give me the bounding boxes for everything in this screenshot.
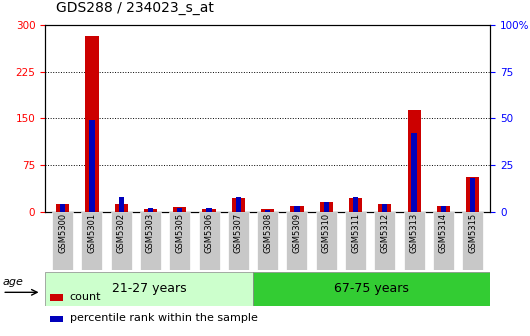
Bar bbox=[119, 197, 124, 212]
Bar bbox=[173, 207, 187, 212]
Bar bbox=[82, 212, 102, 270]
Bar bbox=[411, 133, 417, 212]
Bar bbox=[320, 202, 333, 212]
Text: GSM5310: GSM5310 bbox=[322, 213, 331, 253]
Bar bbox=[144, 209, 157, 212]
Bar bbox=[56, 204, 69, 212]
Text: GSM5312: GSM5312 bbox=[381, 213, 390, 253]
Bar bbox=[265, 210, 270, 212]
Bar bbox=[408, 110, 421, 212]
Bar bbox=[148, 208, 153, 212]
Bar bbox=[441, 206, 446, 212]
Bar bbox=[378, 204, 391, 212]
Bar bbox=[236, 197, 241, 212]
Bar bbox=[290, 206, 304, 212]
Text: GSM5308: GSM5308 bbox=[263, 213, 272, 253]
Bar bbox=[382, 204, 387, 212]
Text: GSM5307: GSM5307 bbox=[234, 213, 243, 253]
Bar bbox=[286, 212, 307, 270]
Text: age: age bbox=[2, 277, 23, 287]
Bar bbox=[466, 177, 479, 212]
Bar bbox=[374, 212, 395, 270]
Bar bbox=[140, 212, 161, 270]
Text: 67-75 years: 67-75 years bbox=[334, 283, 409, 295]
Bar bbox=[353, 197, 358, 212]
Bar bbox=[253, 272, 490, 306]
Bar bbox=[324, 202, 329, 212]
Text: GDS288 / 234023_s_at: GDS288 / 234023_s_at bbox=[56, 1, 214, 15]
Bar bbox=[345, 212, 366, 270]
Bar bbox=[89, 120, 94, 212]
Bar bbox=[257, 212, 278, 270]
Bar bbox=[114, 204, 128, 212]
Bar bbox=[169, 212, 190, 270]
Bar bbox=[60, 204, 65, 212]
Text: GSM5305: GSM5305 bbox=[175, 213, 184, 253]
Bar bbox=[433, 212, 454, 270]
Bar bbox=[207, 208, 211, 212]
Bar bbox=[111, 212, 132, 270]
Text: GSM5314: GSM5314 bbox=[439, 213, 448, 253]
Bar bbox=[462, 212, 483, 270]
Text: GSM5301: GSM5301 bbox=[87, 213, 96, 253]
Text: GSM5306: GSM5306 bbox=[205, 213, 214, 253]
Bar bbox=[199, 212, 219, 270]
Text: GSM5315: GSM5315 bbox=[468, 213, 477, 253]
Text: GSM5311: GSM5311 bbox=[351, 213, 360, 253]
Bar bbox=[349, 198, 362, 212]
Bar bbox=[261, 209, 274, 212]
Bar bbox=[49, 316, 63, 322]
Bar bbox=[202, 209, 216, 212]
Bar bbox=[52, 212, 73, 270]
Bar bbox=[228, 212, 249, 270]
Bar bbox=[403, 212, 425, 270]
Text: percentile rank within the sample: percentile rank within the sample bbox=[69, 313, 258, 323]
Bar bbox=[437, 206, 450, 212]
Text: GSM5300: GSM5300 bbox=[58, 213, 67, 253]
Text: GSM5303: GSM5303 bbox=[146, 213, 155, 253]
Bar bbox=[232, 198, 245, 212]
Bar bbox=[49, 294, 63, 301]
Text: GSM5302: GSM5302 bbox=[117, 213, 126, 253]
Bar bbox=[470, 178, 475, 212]
Bar bbox=[85, 36, 99, 212]
Bar bbox=[177, 208, 182, 212]
Bar bbox=[45, 272, 253, 306]
Text: GSM5309: GSM5309 bbox=[293, 213, 302, 253]
Bar bbox=[316, 212, 337, 270]
Bar bbox=[294, 206, 299, 212]
Text: count: count bbox=[69, 292, 101, 302]
Text: 21-27 years: 21-27 years bbox=[112, 283, 186, 295]
Text: GSM5313: GSM5313 bbox=[410, 213, 419, 253]
